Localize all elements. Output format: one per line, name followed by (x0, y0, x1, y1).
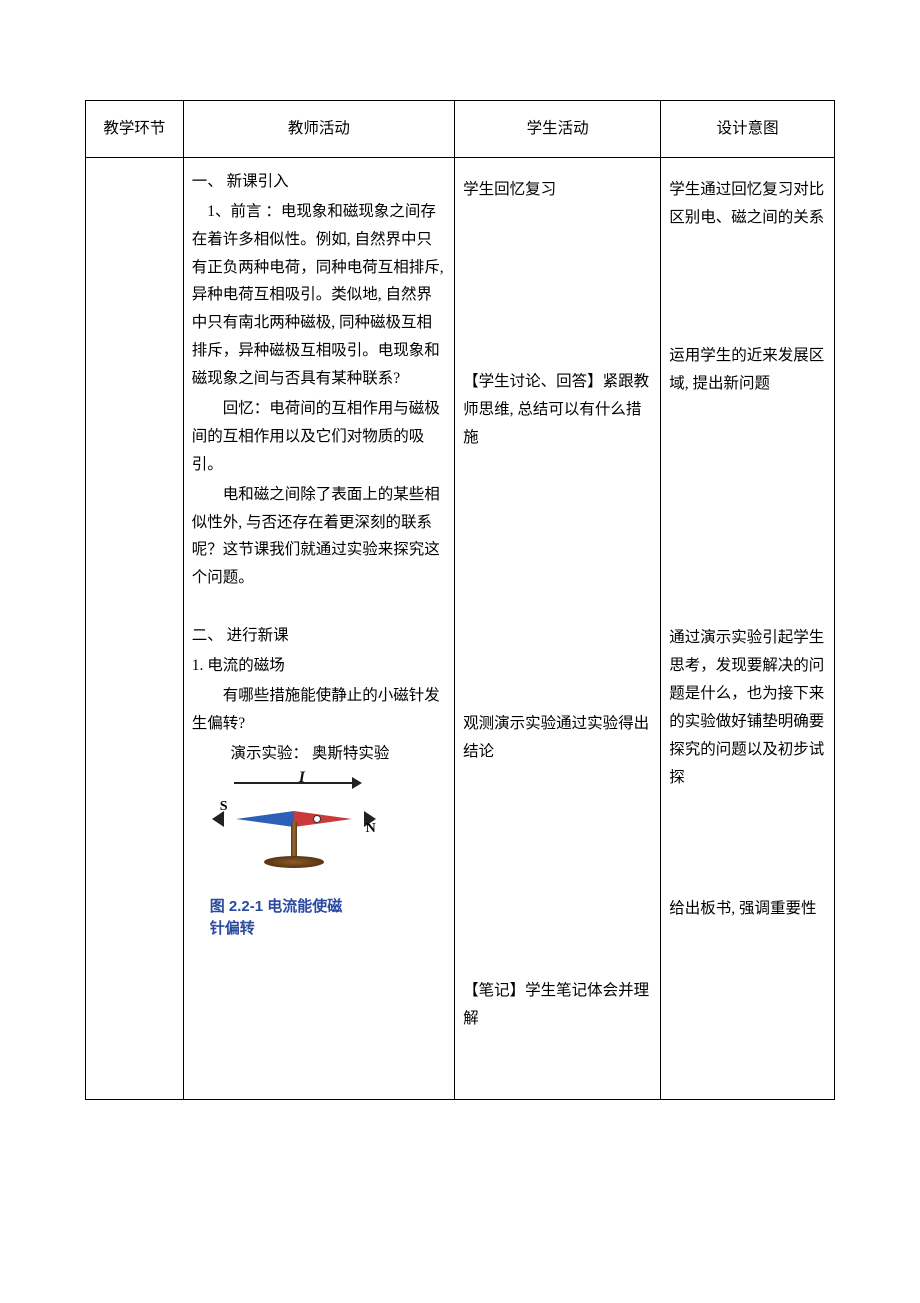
current-label-I: I (299, 764, 305, 793)
compass-stand-base (264, 856, 324, 868)
section2-question: 有哪些措施能使静止的小磁针发生偏转? (192, 682, 446, 738)
document-page: 教学环节 教师活动 学生活动 设计意图 一、 新课引入 1、前言 ：电现象和磁现… (0, 0, 920, 1303)
student-activity-cell: 学生回忆复习 【学生讨论、回答】紧跟教师思维, 总结可以有什么措施 观测演示实验… (455, 157, 661, 1099)
section2-item1: 1. 电流的磁场 (192, 652, 446, 680)
section1-para3: 电和磁之间除了表面上的某些相似性外, 与否还存在着更深刻的联系呢？这节课我们就通… (192, 481, 446, 593)
table-body-row: 一、 新课引入 1、前言 ：电现象和磁现象之间存在着许多相似性。例如, 自然界中… (86, 157, 835, 1099)
student-activity-4: 【笔记】学生笔记体会并理解 (463, 977, 652, 1033)
caption-line2: 针偏转 (210, 920, 255, 937)
section1-heading: 一、 新课引入 (192, 168, 446, 196)
intent-3: 通过演示实验引起学生思考，发现要解决的问题是什么，也为接下来的实验做好铺垫明确要… (669, 624, 826, 791)
section1-para2: 回忆：电荷间的互相作用与磁极间的互相作用以及它们对物质的吸引。 (192, 395, 446, 479)
current-wire-line (234, 782, 354, 784)
north-label: N (366, 816, 376, 841)
header-stage: 教学环节 (86, 101, 184, 158)
compass-diagram: I S N (204, 774, 384, 894)
student-activity-1: 学生回忆复习 (463, 176, 652, 204)
needle-pivot (313, 815, 321, 823)
stage-cell (86, 157, 184, 1099)
caption-line1: 图 2.2-1 电流能使磁 (210, 898, 343, 915)
student-activity-2: 【学生讨论、回答】紧跟教师思维, 总结可以有什么措施 (463, 368, 652, 452)
design-intent-cell: 学生通过回忆复习对比区别电、磁之间的关系 运用学生的近来发展区域, 提出新问题 … (661, 157, 835, 1099)
table-header-row: 教学环节 教师活动 学生活动 设计意图 (86, 101, 835, 158)
compass-stand-stem (291, 822, 297, 858)
needle-south-half (236, 811, 294, 827)
header-teacher: 教师活动 (183, 101, 454, 158)
student-activity-3: 观测演示实验通过实验得出结论 (463, 710, 652, 766)
needle-north-half (294, 811, 352, 827)
section1-para1: 1、前言 ：电现象和磁现象之间存在着许多相似性。例如, 自然界中只有正负两种电荷… (192, 198, 446, 393)
header-student: 学生活动 (455, 101, 661, 158)
lesson-plan-table: 教学环节 教师活动 学生活动 设计意图 一、 新课引入 1、前言 ：电现象和磁现… (85, 100, 835, 1100)
spacer (192, 594, 446, 622)
left-arrowhead-icon (212, 811, 224, 827)
oersted-experiment-figure: I S N (192, 774, 446, 941)
teacher-activity-cell: 一、 新课引入 1、前言 ：电现象和磁现象之间存在着许多相似性。例如, 自然界中… (183, 157, 454, 1099)
intent-1: 学生通过回忆复习对比区别电、磁之间的关系 (669, 176, 826, 232)
figure-caption: 图 2.2-1 电流能使磁 针偏转 (204, 896, 446, 941)
current-arrowhead-icon (352, 777, 362, 789)
header-intent: 设计意图 (661, 101, 835, 158)
section2-demo: 演示实验： 奥斯特实验 (192, 740, 446, 768)
section2-heading: 二、 进行新课 (192, 622, 446, 650)
intent-4: 给出板书, 强调重要性 (669, 895, 826, 923)
intent-2: 运用学生的近来发展区域, 提出新问题 (669, 342, 826, 398)
